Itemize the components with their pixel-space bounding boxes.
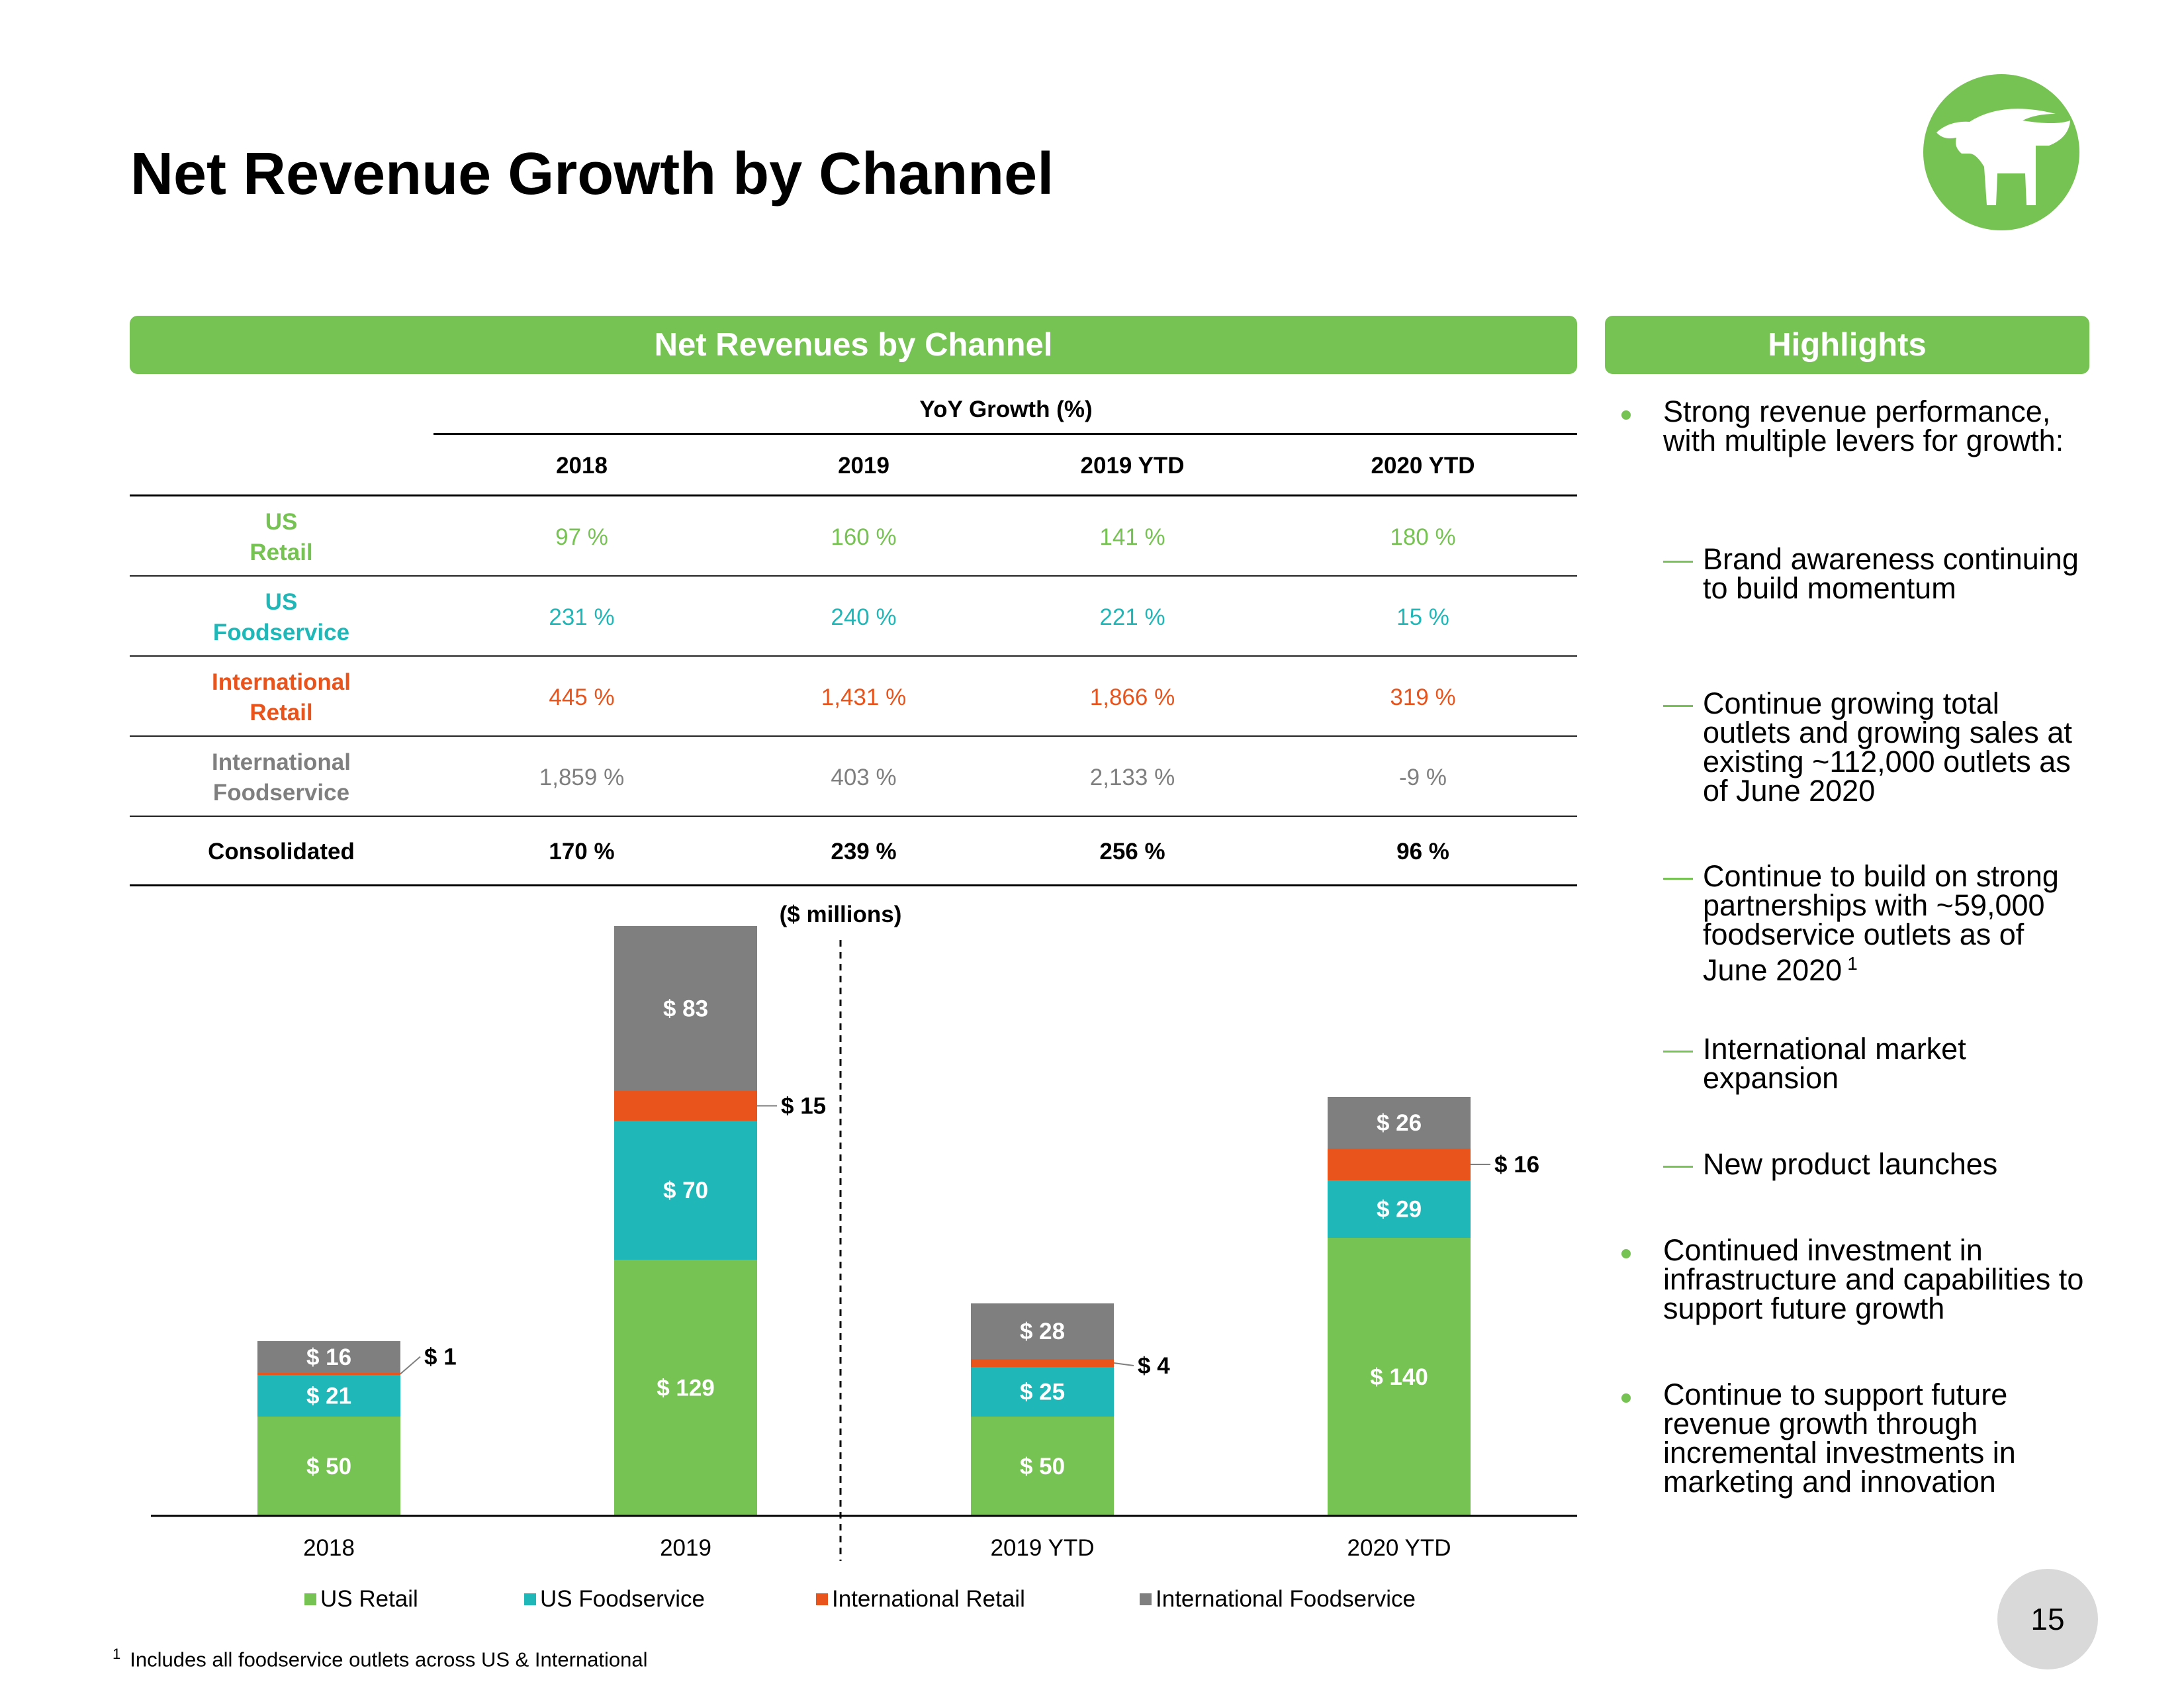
leader-line — [400, 1356, 421, 1375]
table-cell: 239 % — [831, 839, 897, 865]
dash-icon: — — [1663, 686, 1693, 720]
table-column-header: 2018 — [556, 453, 608, 479]
data-label: $ 50 — [306, 1454, 351, 1479]
data-label: $ 129 — [657, 1376, 715, 1401]
data-label: $ 16 — [306, 1344, 351, 1370]
data-label: $ 1 — [424, 1344, 457, 1370]
bar-segment — [1328, 1180, 1471, 1238]
table-column-header: 2019 — [838, 453, 889, 479]
legend-swatch — [524, 1593, 536, 1605]
x-tick-label: 2018 — [303, 1535, 355, 1561]
data-label: $ 16 — [1494, 1152, 1539, 1178]
bar-segment — [257, 1341, 400, 1373]
table-cell: 141 % — [1099, 524, 1165, 550]
table-cell: 160 % — [831, 524, 897, 550]
bar-segment — [971, 1417, 1114, 1516]
table-row-label: US Retail — [250, 509, 313, 565]
footnote: 1 Includes all foodservice outlets across… — [113, 1646, 648, 1671]
data-label: $ 83 — [663, 996, 708, 1022]
bar-segment — [257, 1373, 400, 1375]
data-label: $ 21 — [306, 1383, 351, 1409]
data-label: $ 50 — [1020, 1454, 1065, 1479]
legend-item: US Foodservice — [524, 1586, 705, 1613]
dash-icon: — — [1663, 542, 1693, 576]
table-cell: 240 % — [831, 604, 897, 630]
bar-segment — [1328, 1238, 1471, 1516]
table-cell: 97 % — [555, 524, 608, 550]
bar-segment — [257, 1417, 400, 1516]
table-cell: 221 % — [1099, 604, 1165, 630]
table-cell: 256 % — [1099, 839, 1165, 865]
table-cell: -9 % — [1399, 765, 1447, 790]
table-row-label: Consolidated — [208, 839, 355, 865]
table-row-label: US Foodservice — [212, 589, 350, 645]
data-label: $ 140 — [1370, 1364, 1428, 1390]
legend-swatch — [1140, 1593, 1152, 1605]
table-cell: 2,133 % — [1089, 765, 1175, 790]
table-cell: 231 % — [549, 604, 615, 630]
bullet-dot-icon — [1621, 410, 1631, 420]
legend-swatch — [304, 1593, 316, 1605]
bar-segment — [971, 1303, 1114, 1359]
data-label: $ 15 — [781, 1094, 826, 1119]
bar-segment — [257, 1375, 400, 1417]
table-divider — [130, 735, 1577, 737]
legend-item: International Foodservice — [1140, 1586, 1416, 1613]
data-label: $ 25 — [1020, 1380, 1065, 1405]
leader-line — [1113, 1362, 1134, 1366]
table-cell: 445 % — [549, 684, 615, 710]
table-cell: 96 % — [1396, 839, 1449, 865]
table-cell: 1,866 % — [1089, 684, 1175, 710]
table-divider — [433, 433, 1577, 435]
x-tick-label: 2019 — [660, 1535, 711, 1561]
table-cell: 403 % — [831, 765, 897, 790]
highlights-panel-header: Highlights — [1605, 316, 2089, 374]
table-cell: 170 % — [549, 839, 615, 865]
legend-swatch — [816, 1593, 828, 1605]
x-tick-label: 2019 YTD — [991, 1535, 1095, 1561]
table-divider — [130, 884, 1577, 886]
table-cell: 15 % — [1396, 604, 1449, 630]
dash-icon: — — [1663, 859, 1693, 893]
dash-icon: — — [1663, 1032, 1693, 1066]
table-row-label: International Retail — [211, 669, 351, 726]
dash-icon: — — [1663, 1147, 1693, 1181]
chart-panel-header: Net Revenues by Channel — [130, 316, 1577, 374]
table-cell: 1,431 % — [821, 684, 907, 710]
table-divider — [130, 816, 1577, 817]
bar-segment — [614, 1091, 757, 1121]
bar-segment — [614, 1260, 757, 1516]
table-cell: 1,859 % — [539, 765, 625, 790]
page-number: 15 — [1997, 1569, 2098, 1669]
bullet-dot-icon — [1621, 1249, 1631, 1258]
bar-segment — [614, 1121, 757, 1260]
bullet-dot-icon — [1621, 1393, 1631, 1403]
data-label: $ 28 — [1020, 1319, 1065, 1344]
page-title: Net Revenue Growth by Channel — [130, 141, 1054, 207]
chart-title: ($ millions) — [780, 902, 902, 927]
data-label: $ 4 — [1138, 1353, 1170, 1379]
table-column-header: 2020 YTD — [1371, 453, 1475, 479]
table-cell: 180 % — [1390, 524, 1456, 550]
table-group-header: YoY Growth (%) — [919, 397, 1093, 422]
table-divider — [130, 575, 1577, 577]
table-divider — [130, 655, 1577, 657]
data-label: $ 29 — [1377, 1197, 1422, 1223]
bar-segment — [614, 926, 757, 1091]
bar-segment — [971, 1359, 1114, 1367]
steer-logo-icon — [1923, 74, 2079, 230]
legend-item: US Retail — [304, 1586, 418, 1613]
bar-segment — [971, 1367, 1114, 1417]
data-label: $ 70 — [663, 1178, 708, 1203]
table-divider — [130, 494, 1577, 496]
table-row-label: International Foodservice — [211, 749, 351, 806]
bar-segment — [1328, 1097, 1471, 1149]
data-label: $ 26 — [1377, 1110, 1422, 1136]
table-column-header: 2019 YTD — [1080, 453, 1185, 479]
bar-segment — [1328, 1149, 1471, 1180]
table-cell: 319 % — [1390, 684, 1456, 710]
x-tick-label: 2020 YTD — [1347, 1535, 1451, 1561]
legend-item: International Retail — [816, 1586, 1025, 1613]
